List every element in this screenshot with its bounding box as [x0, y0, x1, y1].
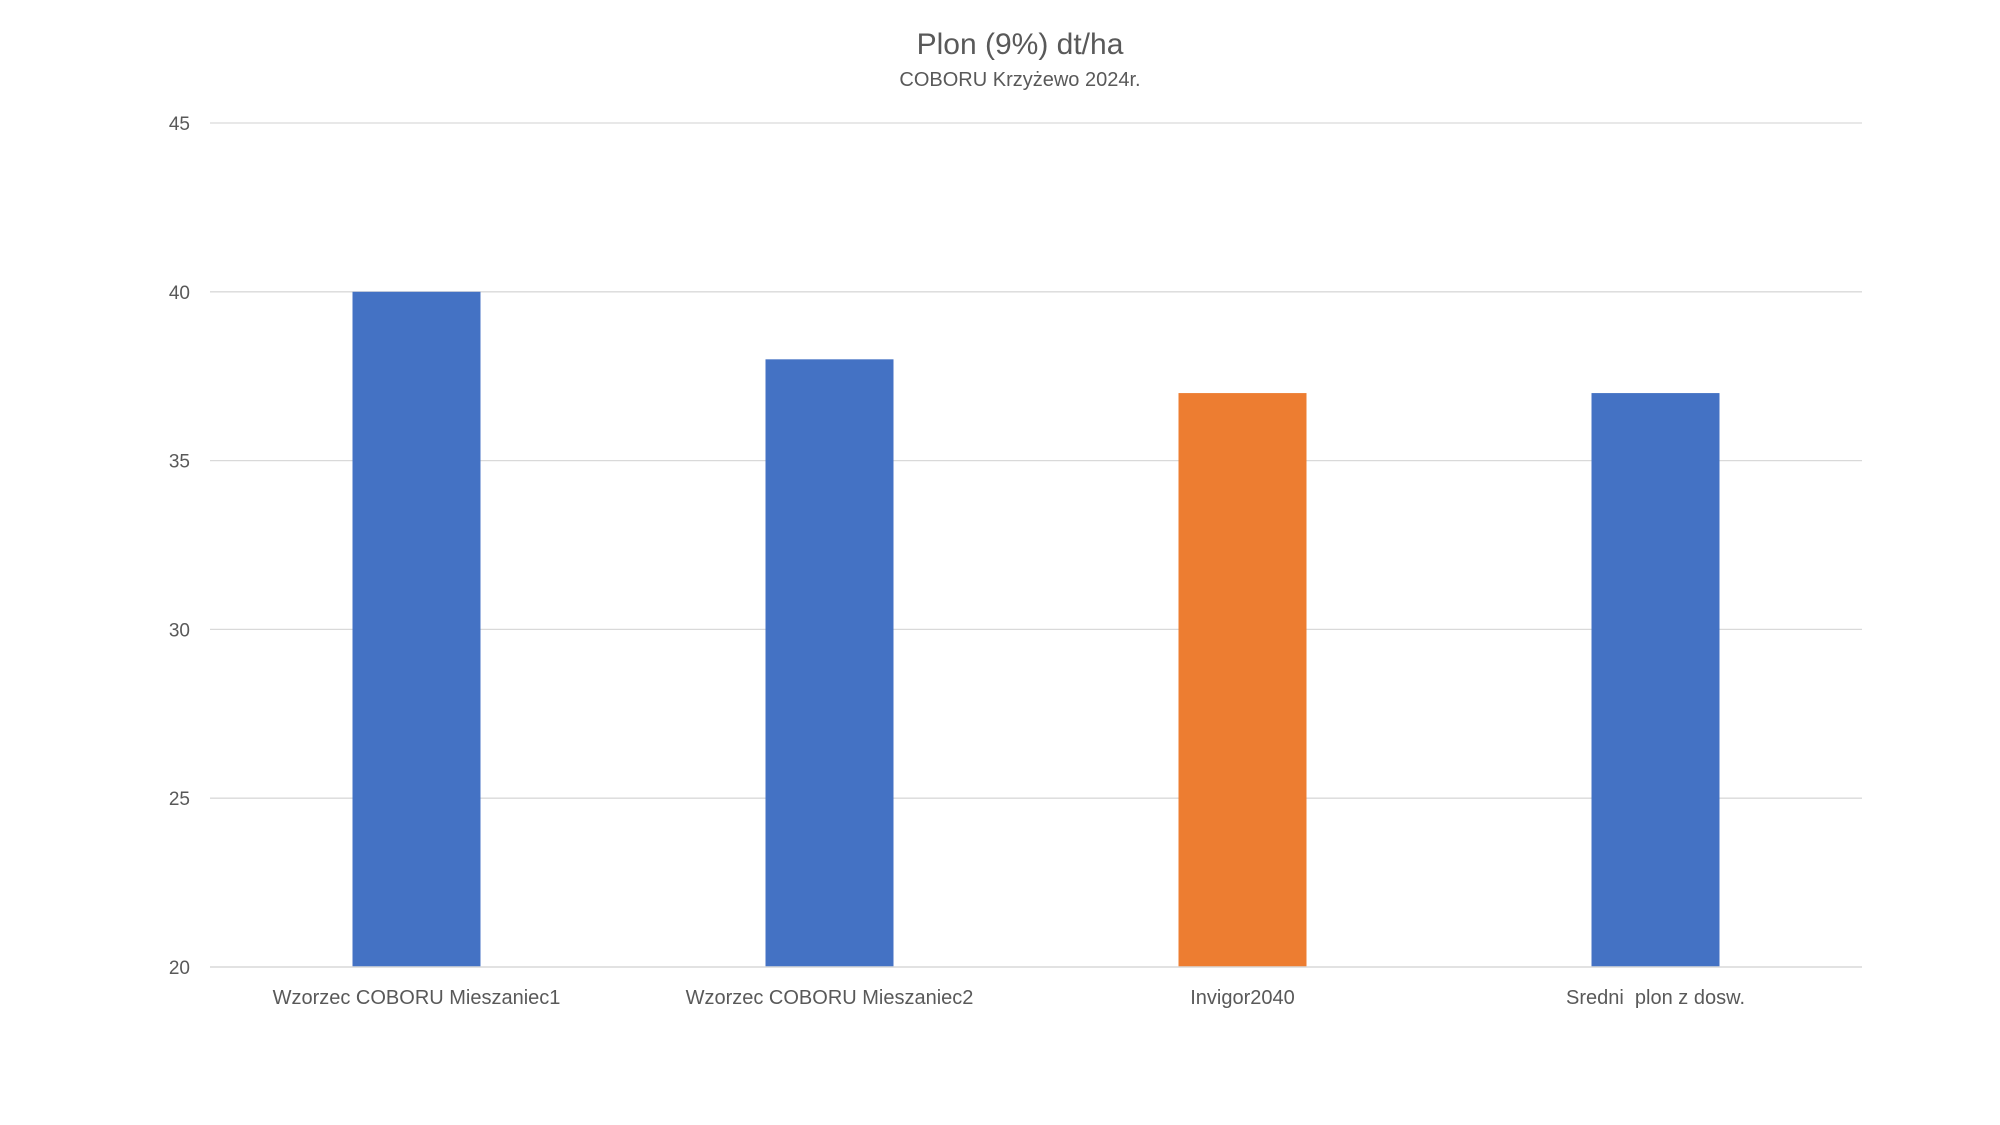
x-category-label: Wzorzec COBORU Mieszaniec2 [686, 987, 974, 1009]
bar-4 [1591, 393, 1720, 968]
y-tick-label: 25 [169, 789, 190, 810]
y-axis-tick-labels: 20 25 30 35 40 45 [169, 114, 190, 979]
bar-3 [1178, 393, 1307, 968]
bars [352, 291, 1720, 968]
x-axis-category-labels: Wzorzec COBORU Mieszaniec1 Wzorzec COBORU… [273, 987, 1745, 1009]
y-tick-label: 30 [169, 620, 190, 641]
gridlines [210, 122, 1862, 799]
bar-2 [765, 359, 894, 967]
x-category-label: Sredni plon z dosw. [1566, 987, 1745, 1009]
chart-subtitle: COBORU Krzyżewo 2024r. [899, 69, 1140, 91]
y-tick-label: 20 [169, 958, 190, 979]
chart-title: Plon (9%) dt/ha [917, 28, 1124, 61]
bar-1 [352, 291, 481, 967]
y-tick-label: 35 [169, 452, 190, 473]
x-category-label: Invigor2040 [1190, 987, 1295, 1009]
y-tick-label: 40 [169, 283, 190, 304]
x-category-label: Wzorzec COBORU Mieszaniec1 [273, 987, 561, 1009]
y-tick-label: 45 [169, 114, 190, 135]
